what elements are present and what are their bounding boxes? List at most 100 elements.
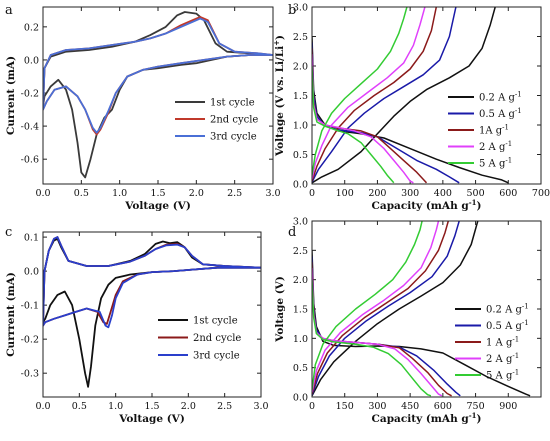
panel-b-series-1-legend-label: 0.2 A g-1 <box>479 91 522 104</box>
panel-d-ytick-label: 2.0 <box>293 275 308 286</box>
panel-b-xtick-label: 300 <box>401 188 419 199</box>
panel-d-ytick-label: 0.0 <box>293 393 308 404</box>
panel-c-xtick-label: 1.5 <box>144 401 159 412</box>
panel-d-series-1-legend-label: 0.2 A g-1 <box>486 303 529 316</box>
panel-c-xtick-label: 1.0 <box>108 401 123 412</box>
panel-d-plot-frame <box>311 220 542 398</box>
panel-d-ytick-label: 1.5 <box>293 305 308 316</box>
panel-c-xtick-label: 0.5 <box>72 401 87 412</box>
panel-b-ytick-label: 0.0 <box>293 180 308 191</box>
panel-d-x-axis-label: Capacity (mAh g-1) <box>372 411 482 425</box>
panel-b-charge-discharge-plot: 0 100 200 300 400 500 600 700 0.0 0.5 1.0 1.5 2.0 2.5… <box>272 3 550 213</box>
panel-b-xtick-label: 0 <box>309 188 315 199</box>
panel-b-ytick-label: 1.0 <box>293 121 308 132</box>
panel-d-xtick-label: 750 <box>467 401 485 412</box>
panel-d-xtick-label: 0 <box>309 401 315 412</box>
panel-a-ytick-label: 0.2 <box>24 22 39 33</box>
panel-d-series-5-legend-label: 5 A g-1 <box>486 369 519 382</box>
panel-c-xtick-label: 3.0 <box>253 401 268 412</box>
panel-d-series-5-discharge-line <box>312 279 432 397</box>
panel-d-series-2-charge-line <box>312 221 460 396</box>
panel-d-ytick-label: 1.0 <box>293 334 308 345</box>
panel-b-plot-frame <box>311 6 542 185</box>
panel-a-ytick-label: -0.2 <box>21 89 39 100</box>
panel-a-ytick-label: -0.4 <box>21 122 39 133</box>
panel-c-ytick-label: 0.0 <box>24 267 39 278</box>
panel-a-xtick-label: 1.5 <box>150 188 165 199</box>
panel-d-ytick-label: 3.0 <box>293 217 308 228</box>
panel-d-series-4-legend-label: 2 A g-1 <box>486 352 519 365</box>
panel-c-xtick-label: 2.5 <box>217 401 232 412</box>
panel-b-ytick-label: 0.5 <box>293 150 308 161</box>
panel-d-series-2-legend-label: 0.5 A g-1 <box>486 319 529 332</box>
panel-d-series-group <box>312 221 531 397</box>
panel-c-ytick-label: -0.2 <box>21 335 39 346</box>
panel-d-series-1-charge-line <box>312 221 479 397</box>
panel-b-series-2-legend-label: 0.5 A g-1 <box>479 107 522 120</box>
panel-d-xtick-label: 450 <box>401 401 419 412</box>
panel-b-series-group <box>312 7 509 184</box>
panel-a-ytick-label: 0.0 <box>24 55 39 66</box>
panel-label-c: c <box>5 225 12 240</box>
panel-b-ytick-label: 1.5 <box>293 91 308 102</box>
panel-b-series-3-charge-line <box>312 7 438 182</box>
panel-b-ytick-label: 2.0 <box>293 62 308 73</box>
panel-a-xtick-label: 0.0 <box>35 188 50 199</box>
panel-d-series-2-discharge-line <box>312 256 461 397</box>
panel-label-b: b <box>288 3 296 18</box>
panel-d-charge-discharge-plot: 0 150 300 450 600 750 900 0.0 0.5 1.0 1.5 2.0 2.5 3.0… <box>274 217 542 425</box>
panel-d-series-3-charge-line <box>312 221 450 395</box>
panel-b-y-axis-label: Voltage (V vs. Li/Li+) <box>272 35 286 157</box>
panel-c-series-3-line <box>43 236 261 329</box>
panel-b-xtick-label: 700 <box>532 188 550 199</box>
panel-d-ytick-label: 0.5 <box>293 363 308 374</box>
panel-b-series-5-discharge-line <box>312 65 395 184</box>
panel-b-series-4-legend-label: 2 A g-1 <box>479 140 512 153</box>
panel-b-series-2-charge-line <box>312 7 457 183</box>
panel-b-xtick-label: 500 <box>467 188 485 199</box>
panel-a-y-axis-label: Current (mA) <box>5 56 17 135</box>
panel-b-series-2-discharge-line <box>312 42 460 184</box>
panel-b-series-4-discharge-line <box>312 54 414 184</box>
panel-d-xtick-label: 600 <box>434 401 452 412</box>
panel-a-series-group <box>43 11 273 179</box>
panel-b-xtick-label: 200 <box>368 188 386 199</box>
panel-d-xtick-label: 300 <box>368 401 386 412</box>
panel-b-series-3-legend-label: 1A g-1 <box>479 124 509 137</box>
panel-a-series-1-line <box>43 11 273 179</box>
panel-d-y-axis-label: Voltage (V) <box>274 276 286 343</box>
panel-d-series-5-charge-line <box>312 221 423 391</box>
panel-a-xtick-label: 2.5 <box>227 188 242 199</box>
panel-a-x-axis-label: Voltage (V) <box>124 200 191 212</box>
panel-c-series-group <box>43 236 261 388</box>
panel-c-series-2-legend-label: 2nd cycle <box>193 333 241 344</box>
panel-b-series-3-discharge-line <box>312 48 428 184</box>
panel-b-series-5-charge-line <box>312 7 408 176</box>
panel-c-series-3-legend-label: 3rd cycle <box>193 351 240 362</box>
panel-d-series-3-legend-label: 1 A g-1 <box>486 336 519 349</box>
panel-a-series-3-legend-label: 3rd cycle <box>210 132 257 143</box>
panel-a-series-2-legend-label: 2nd cycle <box>210 115 258 126</box>
panel-a-series-3-line <box>43 17 273 134</box>
panel-b-xtick-label: 600 <box>499 188 517 199</box>
panel-c-xtick-label: 2.0 <box>181 401 196 412</box>
panel-c-y-axis-label: Currrent (mA) <box>5 272 17 357</box>
panel-c-plot-frame <box>42 231 262 398</box>
panel-a-cv-plot: 0.0 0.5 1.0 1.5 2.0 2.5 3.0 0.2 0.0 -0.2 -0.4 -0.6 1… <box>5 6 281 212</box>
panel-b-series-5-legend-label: 5 A g-1 <box>479 157 512 170</box>
panel-b-ytick-label: 3.0 <box>293 3 308 14</box>
panel-a-xtick-label: 2.0 <box>189 188 204 199</box>
panel-a-series-1-legend-label: 1st cycle <box>210 98 255 109</box>
panel-a-ytick-label: -0.6 <box>21 155 39 166</box>
panel-d-xtick-label: 900 <box>499 401 517 412</box>
panel-c-series-1-legend-label: 1st cycle <box>193 316 238 327</box>
panel-b-x-axis-label: Capacity (mAh g-1) <box>372 198 482 212</box>
panel-c-series-1-line <box>43 237 261 388</box>
panel-d-series-4-charge-line <box>312 221 440 393</box>
panel-c-ytick-label: -0.3 <box>21 369 39 380</box>
panel-label-a: a <box>5 3 13 18</box>
panel-c-xtick-label: 0.0 <box>35 401 50 412</box>
panel-a-xtick-label: 3.0 <box>265 188 280 199</box>
panel-b-series-4-charge-line <box>312 7 426 180</box>
